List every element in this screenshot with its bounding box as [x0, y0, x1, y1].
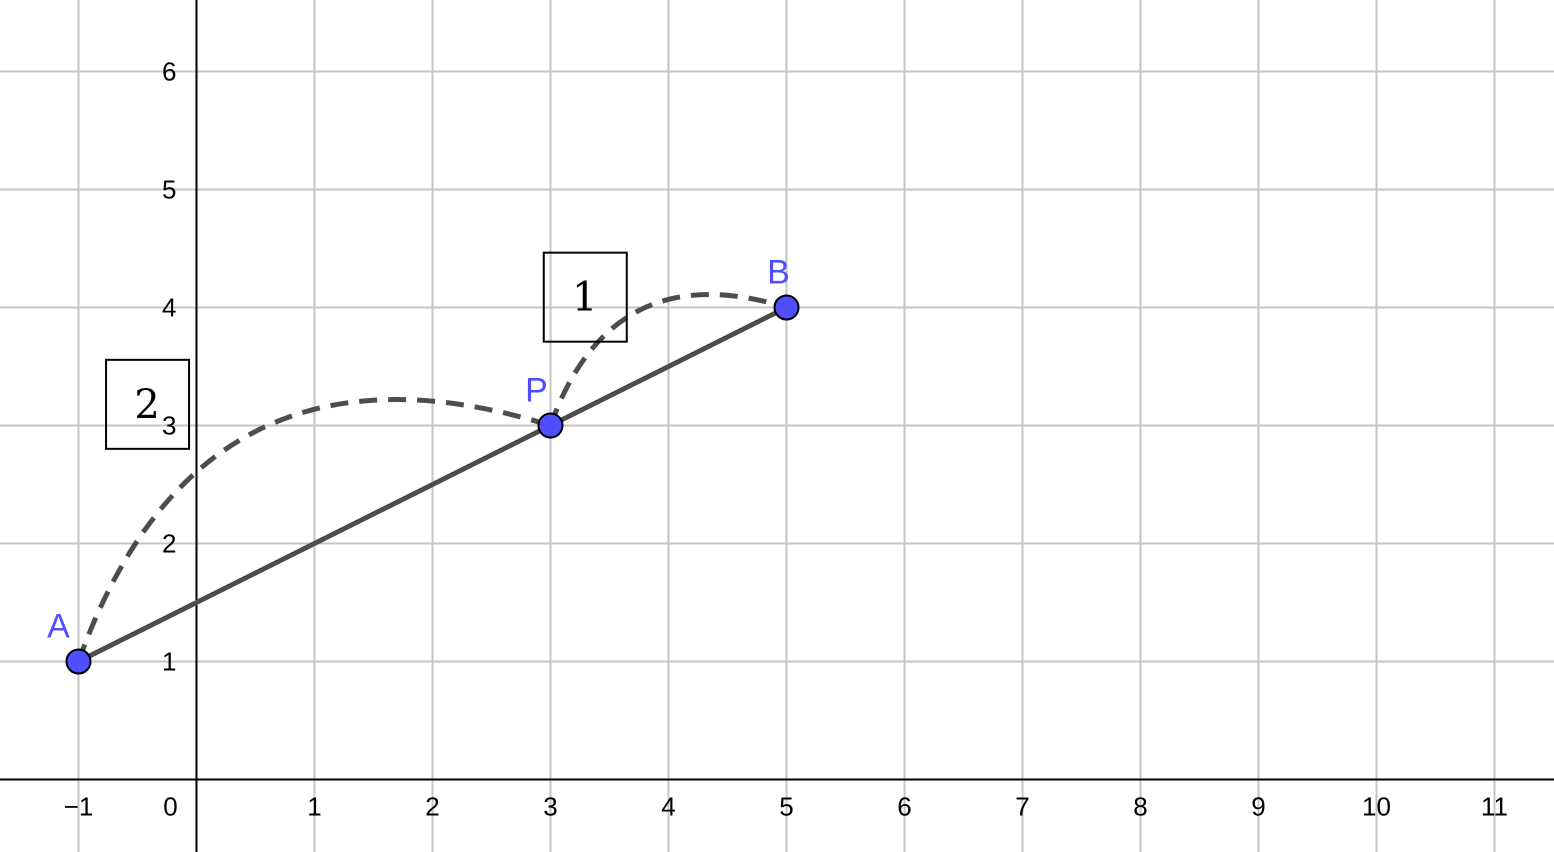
x-tick-label: 0: [163, 792, 177, 822]
arc-pb: [548, 292, 788, 427]
point-b[interactable]: [773, 294, 800, 321]
y-tick-label: 1: [162, 647, 176, 677]
point-label-b: B: [767, 254, 790, 292]
y-tick-label: 4: [162, 293, 176, 323]
x-tick-label: 4: [661, 792, 675, 822]
y-tick-label: 3: [162, 411, 176, 441]
y-tick-label: 5: [162, 175, 176, 205]
x-tick-label: 10: [1362, 792, 1391, 822]
x-tick-label: 7: [1015, 792, 1029, 822]
x-tick-label: 3: [543, 792, 557, 822]
ratio-label-box: [542, 251, 628, 343]
ratio-label: 1: [572, 275, 597, 321]
ratio-label: 2: [134, 382, 159, 428]
y-tick-label: 2: [162, 529, 176, 559]
x-tick-label: 1: [307, 792, 321, 822]
ratio-label-box: [105, 358, 191, 450]
point-label-p: P: [525, 372, 548, 410]
point-p[interactable]: [537, 412, 564, 439]
x-tick-label: 6: [897, 792, 911, 822]
x-tick-label: 8: [1133, 792, 1147, 822]
segment-ab: [76, 305, 789, 664]
points: A P B: [47, 254, 800, 675]
x-tick-label: 5: [779, 792, 793, 822]
x-tick-label: −1: [64, 792, 94, 822]
x-tick-label: 2: [425, 792, 439, 822]
construction-shapes: [76, 292, 789, 664]
point-a[interactable]: [65, 648, 92, 675]
ratio-labels: 21: [105, 251, 628, 450]
x-tick-label: 9: [1251, 792, 1265, 822]
y-tick-label: 6: [162, 57, 176, 87]
point-label-a: A: [47, 608, 70, 646]
x-tick-label: 11: [1481, 792, 1508, 822]
arc-ap: [76, 397, 552, 663]
